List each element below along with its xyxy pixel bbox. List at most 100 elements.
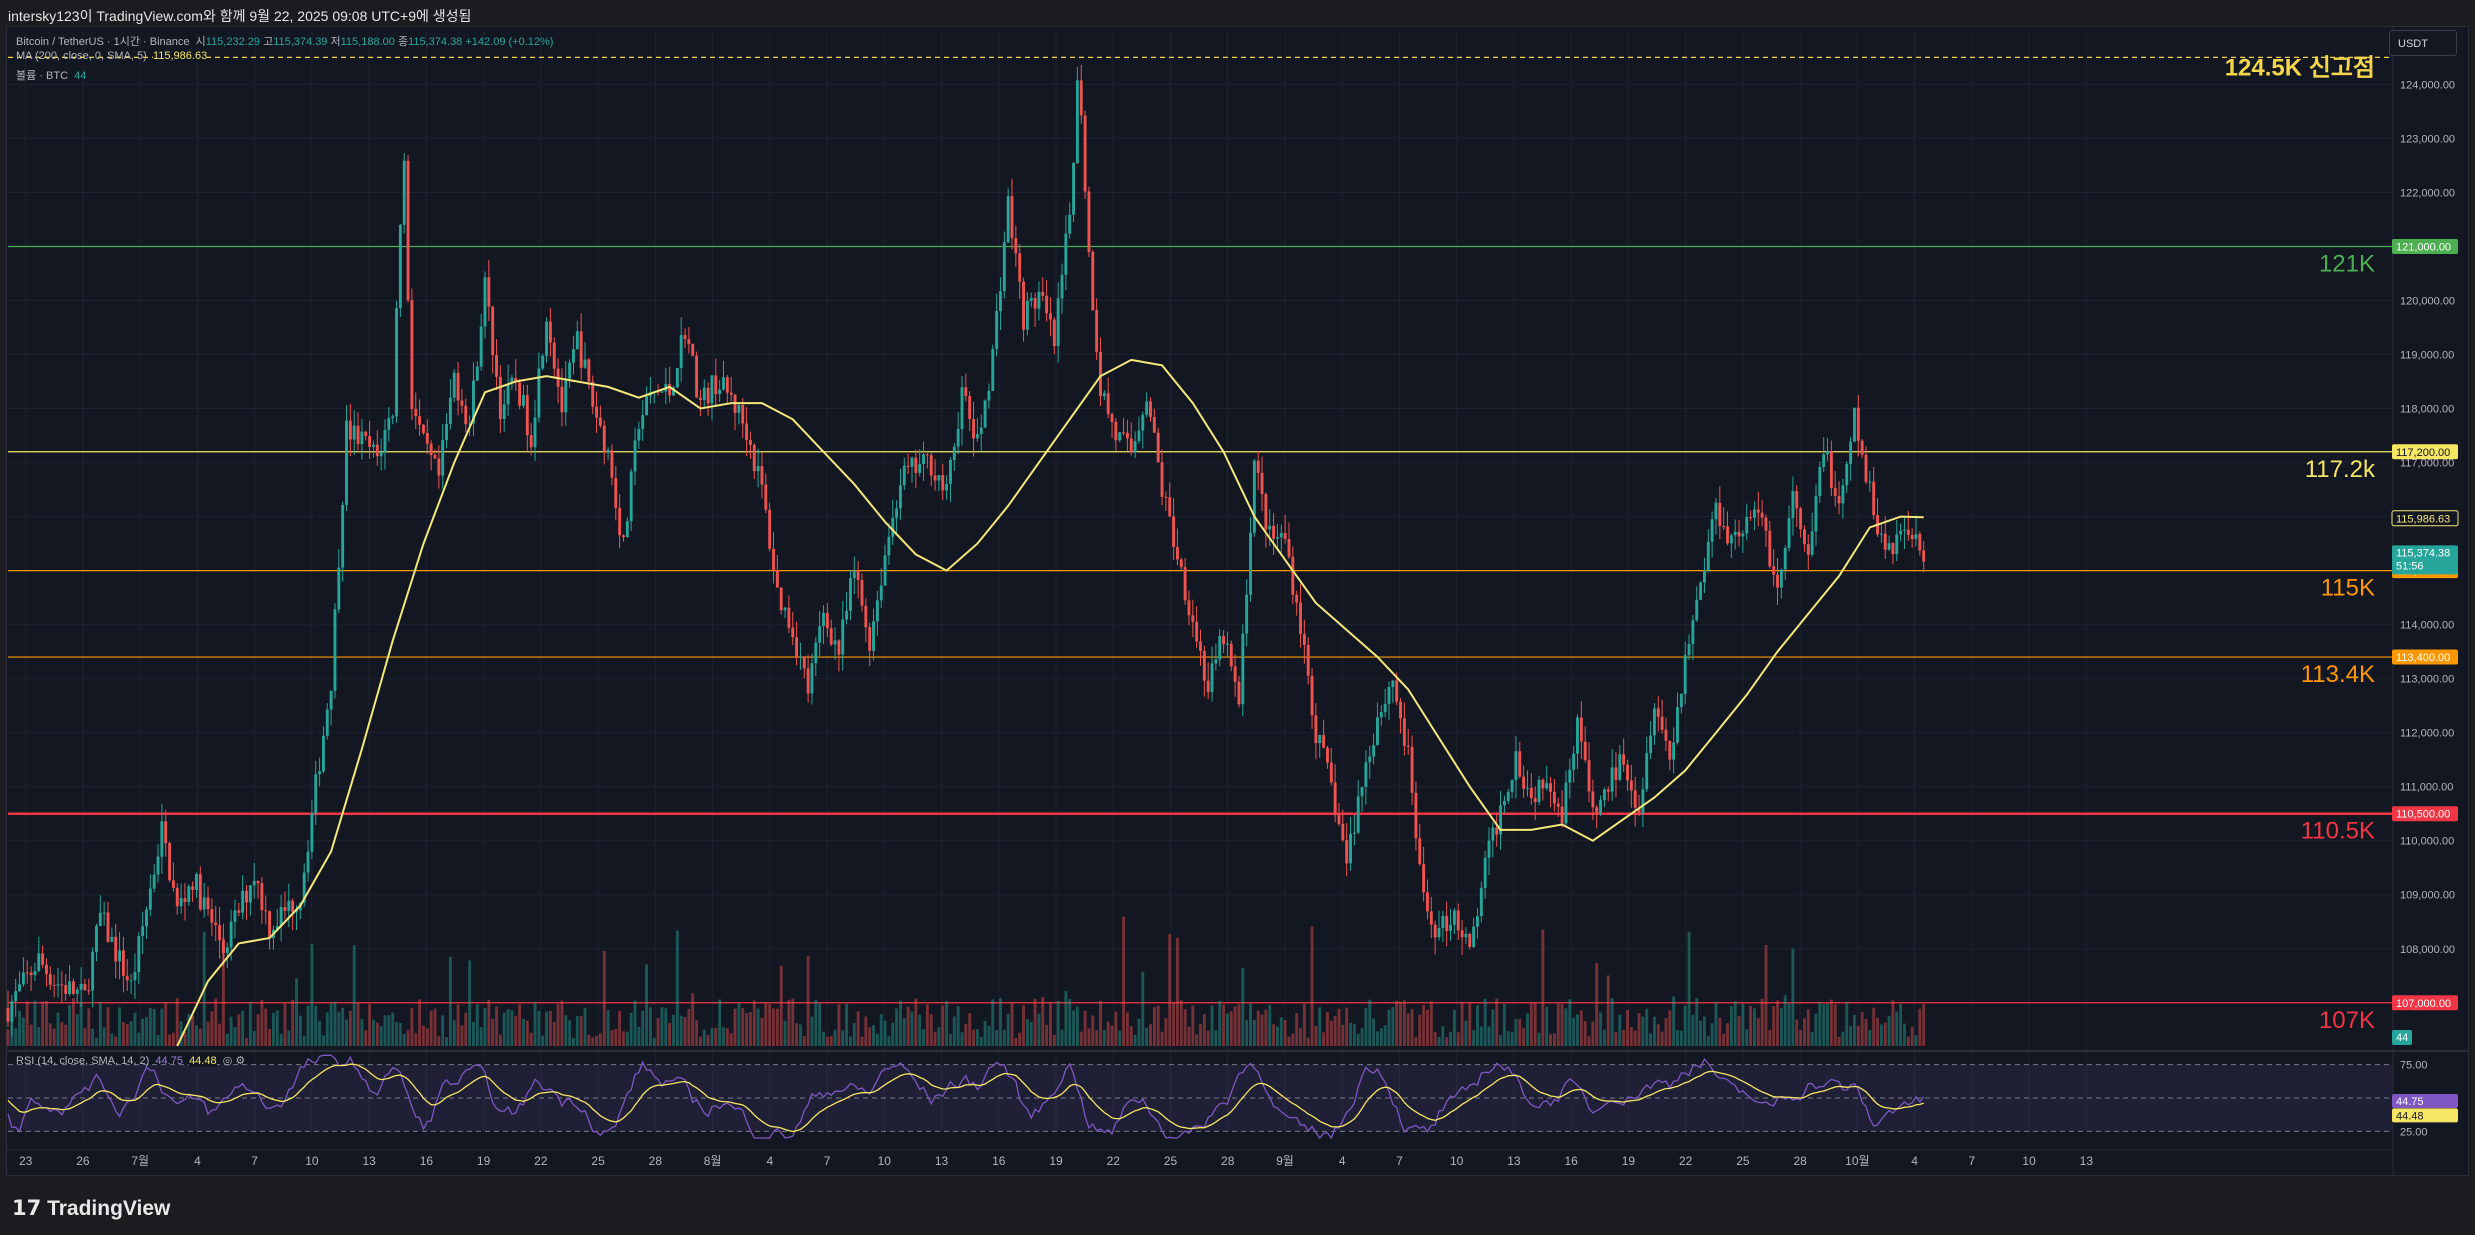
candle-body	[1533, 798, 1537, 803]
candle-body	[1379, 712, 1383, 718]
volume-bar	[1356, 1033, 1360, 1046]
candle-body	[1406, 745, 1410, 747]
volume-bar	[48, 1023, 52, 1046]
candle-body	[1695, 599, 1699, 621]
settings-icon[interactable]: ⚙	[235, 1055, 246, 1067]
candle-body	[1414, 792, 1418, 839]
candle-body	[1010, 196, 1014, 239]
candle-body	[1279, 533, 1283, 538]
candle-body	[837, 640, 841, 655]
volume-bar	[87, 1008, 91, 1046]
candle-body	[1449, 924, 1452, 931]
volume-bar	[168, 1034, 172, 1046]
rsi-legend[interactable]: RSI (14, close, SMA, 14, 2) 44.75 44.48 …	[16, 1054, 245, 1067]
volume-bar	[1622, 1029, 1626, 1046]
candle-body	[1387, 686, 1391, 704]
candle-body	[1752, 509, 1756, 518]
volume-bar	[522, 1018, 525, 1046]
candle-body	[502, 404, 506, 419]
time-tick-label: 7월	[131, 1154, 149, 1168]
volume-bar	[1129, 1026, 1133, 1046]
volume-bar	[1295, 1013, 1299, 1046]
volume-bar	[1795, 1019, 1799, 1046]
volume-bar	[975, 1029, 979, 1046]
candle-body	[395, 308, 398, 417]
candle-body	[1118, 432, 1122, 441]
volume-bar	[1029, 1021, 1033, 1046]
time-tick-label: 7	[251, 1154, 258, 1168]
candle-body	[368, 436, 372, 447]
volume-bar	[1883, 1022, 1887, 1046]
candle-body	[1106, 393, 1110, 415]
time-tick-label: 19	[477, 1154, 491, 1168]
tradingview-logo[interactable]: 17 TradingView	[12, 1196, 170, 1221]
volume-bar	[1518, 1018, 1522, 1046]
volume-bar	[502, 1012, 506, 1046]
candle-body	[360, 431, 364, 445]
volume-bar	[1706, 1036, 1710, 1046]
volume-bar	[1922, 1004, 1926, 1046]
volume-bar	[1187, 1026, 1191, 1046]
volume-bar	[98, 1001, 102, 1046]
volume-bar	[1406, 1013, 1410, 1046]
volume-bar	[648, 1007, 652, 1046]
candle-body	[1056, 298, 1060, 347]
volume-bar	[1426, 1009, 1429, 1046]
candle-body	[314, 774, 318, 814]
volume-bar	[952, 1016, 956, 1046]
candle-body	[318, 771, 322, 775]
candle-body	[725, 377, 729, 393]
candle-body	[372, 444, 375, 447]
volume-bar	[629, 1012, 633, 1046]
eye-icon[interactable]: ◎	[219, 1055, 233, 1067]
open-value: 115,232.29	[205, 36, 260, 48]
candle-body	[202, 897, 206, 910]
candle-body	[1510, 779, 1514, 792]
volume-bar	[102, 1027, 106, 1046]
volume-bar	[1156, 1005, 1160, 1046]
candle-body	[352, 425, 356, 440]
candle-body	[383, 429, 387, 452]
volume-bar	[214, 998, 218, 1046]
top-caption-bar: intersky123이 TradingView.com와 함께 9월 22, …	[0, 0, 2475, 26]
candle-body	[1210, 663, 1214, 693]
candle-body	[687, 339, 691, 344]
candle-body	[1018, 253, 1022, 282]
volume-bar	[425, 1028, 429, 1046]
volume-bar	[610, 1030, 614, 1046]
candle-body	[1768, 530, 1772, 567]
volume-bar	[1868, 1030, 1872, 1046]
candle-body	[1237, 681, 1241, 705]
volume-bar	[1137, 1018, 1141, 1046]
candle-body	[1599, 800, 1603, 814]
volume-bar	[672, 1014, 675, 1046]
candle-body	[1045, 295, 1049, 314]
candle-body	[1102, 393, 1106, 397]
volume-bar	[1360, 1028, 1364, 1046]
volume-bar	[1075, 1006, 1079, 1046]
volume-bar	[248, 1002, 252, 1046]
rsi-value-tag-bg	[2392, 1094, 2458, 1108]
candle-body	[1891, 543, 1895, 555]
price-tick-label: 113,000.00	[2400, 674, 2454, 686]
candle-body	[1899, 530, 1903, 535]
candle-body	[279, 907, 283, 927]
volume-bar	[1079, 1031, 1083, 1046]
volume-bar	[864, 1016, 868, 1046]
ma-legend[interactable]: MA (200, close, 0, SMA, 5) 115,986.63	[16, 50, 208, 62]
volume-bar	[1864, 1018, 1868, 1046]
volume-bar	[225, 1033, 229, 1046]
candle-body	[518, 382, 522, 406]
volume-value: 44	[74, 70, 87, 82]
volume-bar	[129, 1021, 133, 1046]
candle-body	[87, 990, 91, 992]
volume-bar	[1768, 1029, 1772, 1046]
volume-bar	[1564, 1008, 1568, 1046]
currency-button[interactable]: USDT	[2389, 30, 2457, 56]
volume-bar	[1710, 1023, 1714, 1046]
symbol-title: Bitcoin / TetherUS · 1시간 · Binance	[16, 36, 190, 48]
volume-legend[interactable]: 볼륨 · BTC 44	[16, 67, 86, 83]
candle-body	[691, 343, 695, 356]
time-tick-label: 19	[1622, 1154, 1636, 1168]
